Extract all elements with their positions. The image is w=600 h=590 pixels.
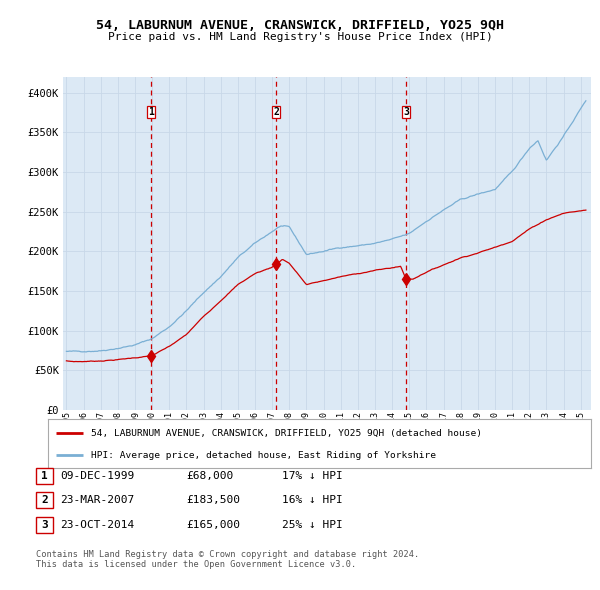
Text: 54, LABURNUM AVENUE, CRANSWICK, DRIFFIELD, YO25 9QH: 54, LABURNUM AVENUE, CRANSWICK, DRIFFIEL… [96,19,504,32]
Text: 1: 1 [148,107,154,117]
Text: 1: 1 [41,471,48,481]
Text: 16% ↓ HPI: 16% ↓ HPI [282,496,343,505]
FancyBboxPatch shape [402,106,410,117]
Text: 2: 2 [273,107,279,117]
Text: 54, LABURNUM AVENUE, CRANSWICK, DRIFFIELD, YO25 9QH (detached house): 54, LABURNUM AVENUE, CRANSWICK, DRIFFIEL… [91,428,482,438]
Text: 3: 3 [403,107,409,117]
Text: £68,000: £68,000 [186,471,233,481]
Text: Price paid vs. HM Land Registry's House Price Index (HPI): Price paid vs. HM Land Registry's House … [107,32,493,42]
Text: 3: 3 [41,520,48,530]
FancyBboxPatch shape [272,106,280,117]
Text: 23-MAR-2007: 23-MAR-2007 [60,496,134,505]
Text: 17% ↓ HPI: 17% ↓ HPI [282,471,343,481]
Text: 2: 2 [41,496,48,505]
Text: Contains HM Land Registry data © Crown copyright and database right 2024.
This d: Contains HM Land Registry data © Crown c… [36,550,419,569]
Text: £183,500: £183,500 [186,496,240,505]
Text: 25% ↓ HPI: 25% ↓ HPI [282,520,343,530]
FancyBboxPatch shape [147,106,155,117]
Text: 23-OCT-2014: 23-OCT-2014 [60,520,134,530]
Text: 09-DEC-1999: 09-DEC-1999 [60,471,134,481]
Text: £165,000: £165,000 [186,520,240,530]
Text: HPI: Average price, detached house, East Riding of Yorkshire: HPI: Average price, detached house, East… [91,451,436,460]
